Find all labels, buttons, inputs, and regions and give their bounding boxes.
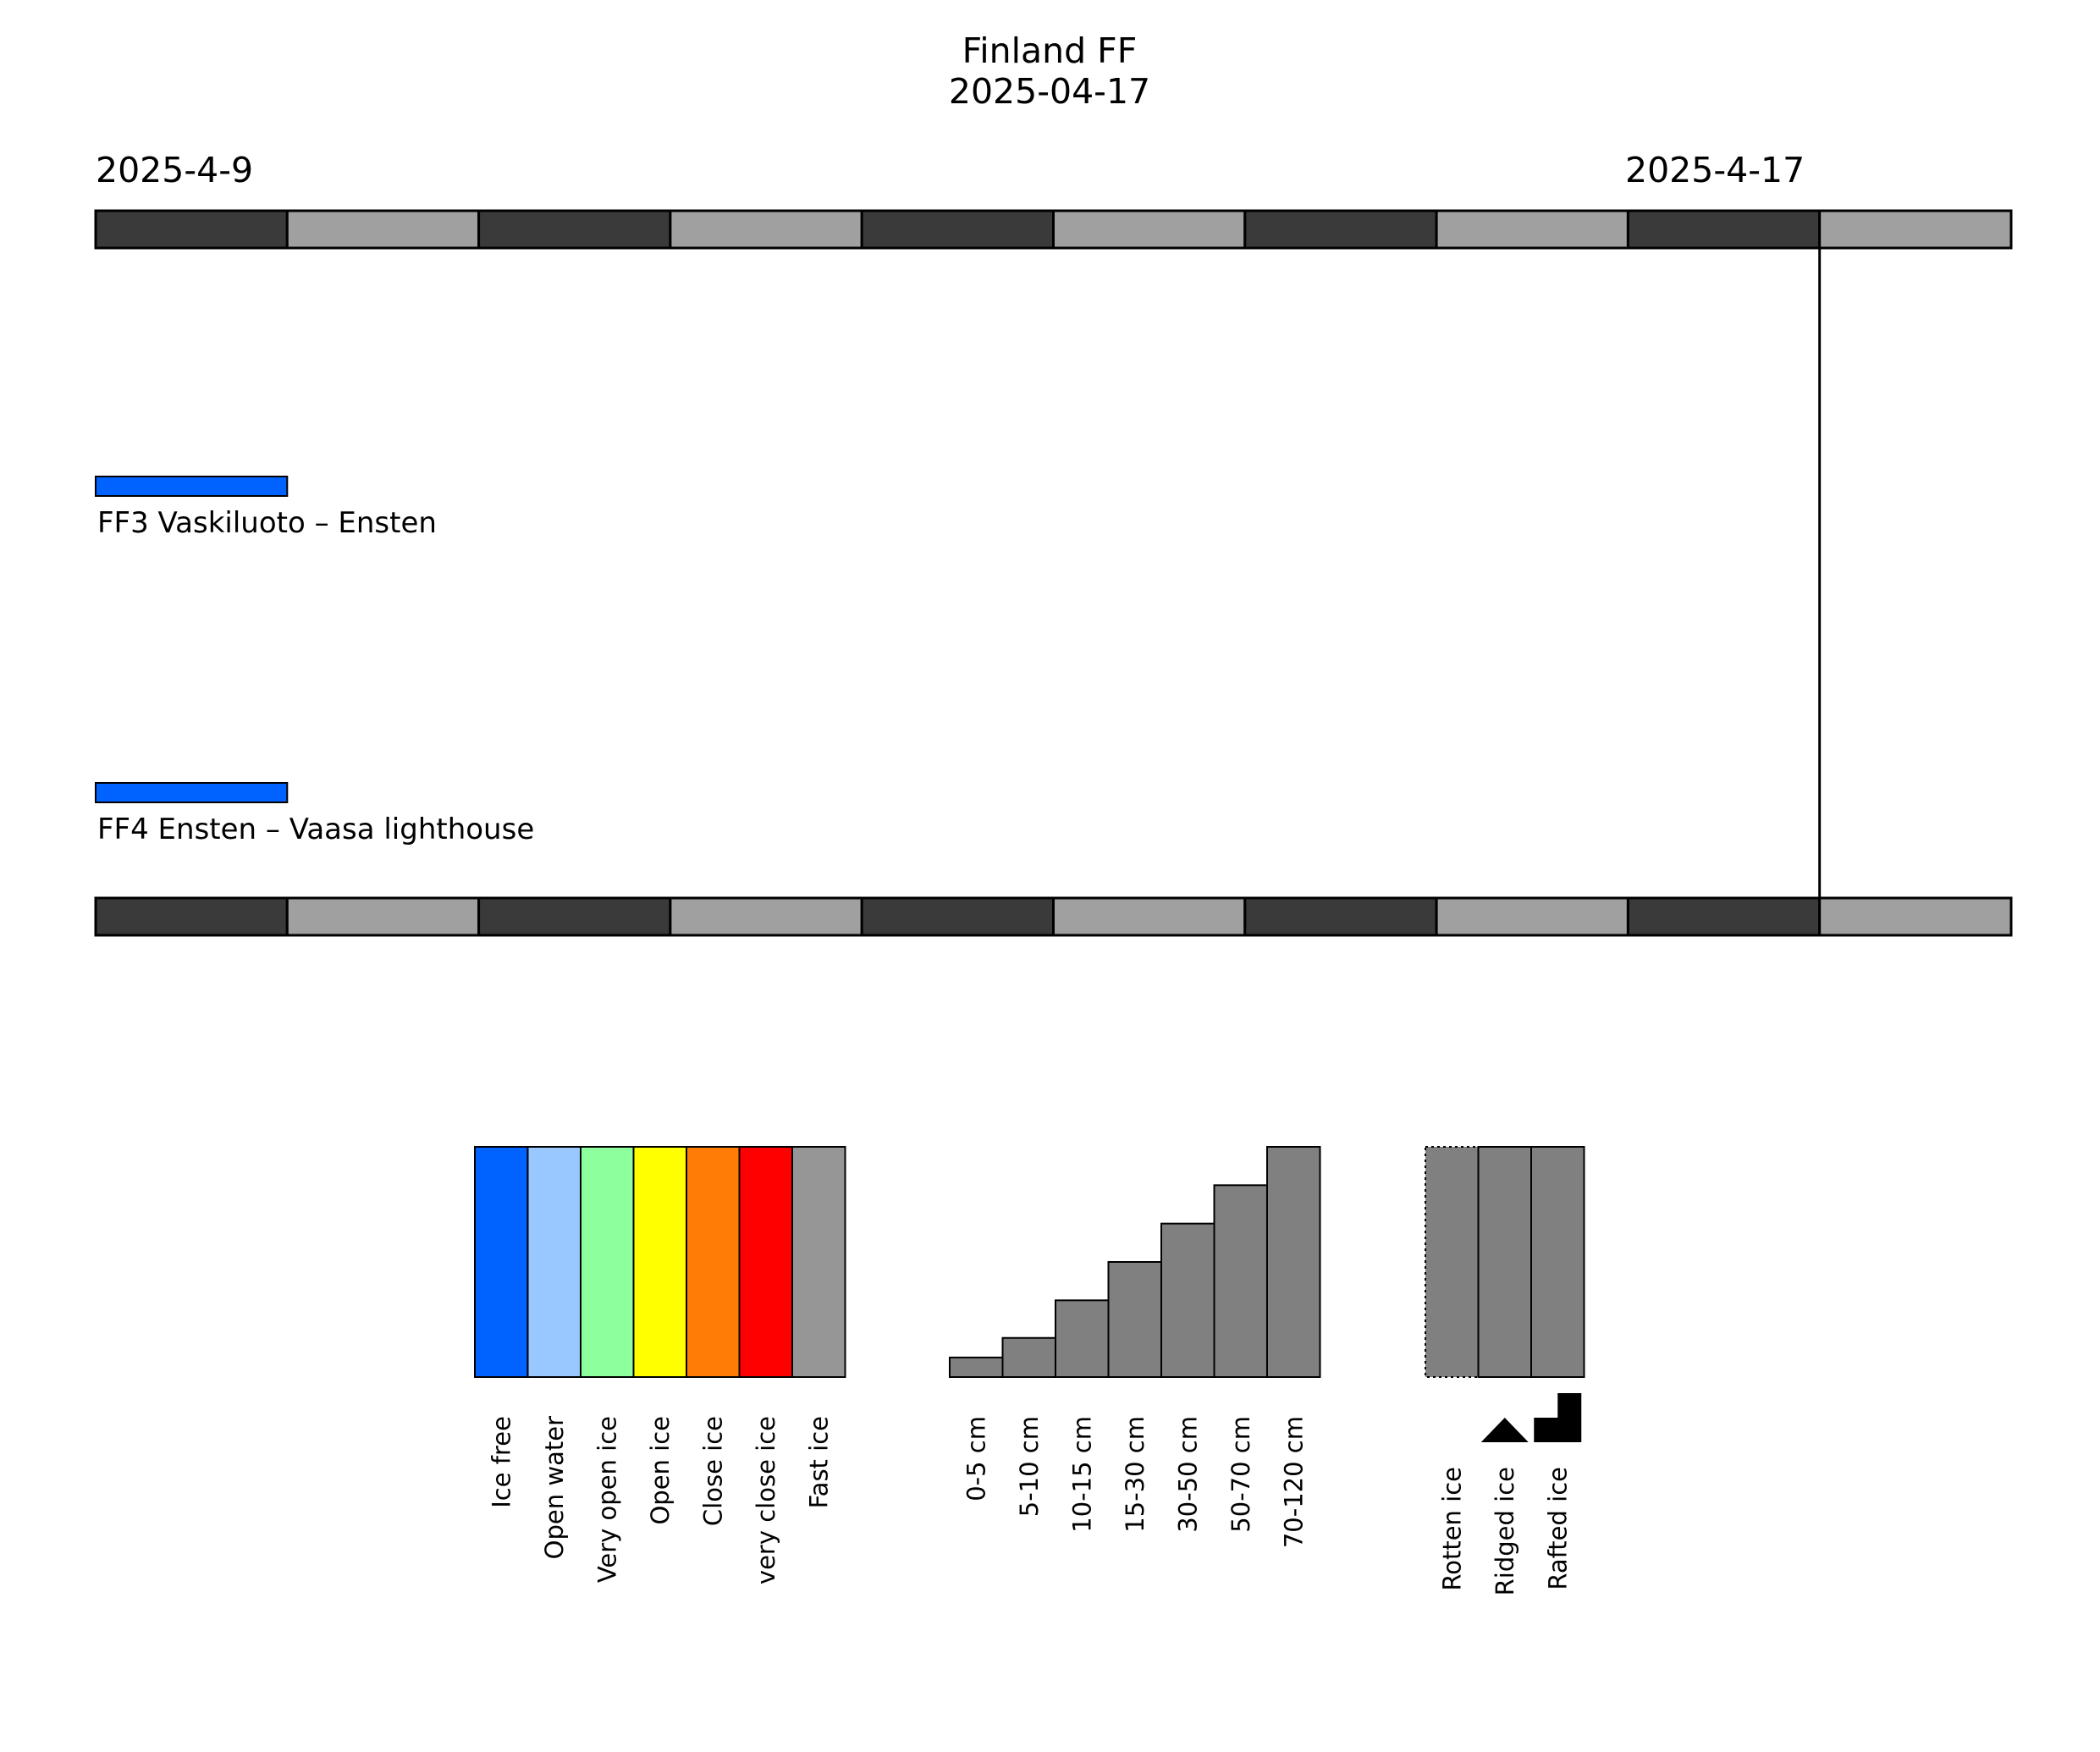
timeline-top-day-2025-04-15 [1435, 209, 1629, 250]
legend-swatch-5 [738, 1146, 793, 1378]
timeline-top-day-2025-04-16 [1626, 209, 1822, 250]
thickness-label: 5-10 cm [1015, 1416, 1044, 1517]
legend-label: Very open ice [593, 1416, 621, 1583]
thickness-label: 10-15 cm [1067, 1416, 1096, 1533]
legend-swatch-1 [526, 1146, 581, 1378]
legend-label: Ice free [487, 1416, 515, 1508]
rafted-ice-icon [1534, 1393, 1582, 1442]
thickness-bar-3 [1107, 1261, 1162, 1378]
route-label: FF4 Ensten – Vaasa lighthouse [97, 813, 534, 846]
legend-swatch-4 [686, 1146, 741, 1378]
thickness-legend: 0-5 cm 5-10 cm 10-15 cm 15-30 cm 30-50 cm 50-… [949, 1146, 1321, 1548]
timeline-top-day-2025-04-08 [94, 209, 289, 250]
legend-swatch-0 [474, 1146, 529, 1378]
legend-swatch-6 [791, 1146, 846, 1378]
timeline-top-day-2025-04-10 [477, 209, 672, 250]
legend-swatch-3 [632, 1146, 687, 1378]
route-0-segment-0 [95, 476, 289, 497]
thickness-label: 30-50 cm [1173, 1416, 1202, 1533]
route-1-segment-0 [95, 782, 289, 803]
timeline-bottom-day-2025-04-15 [1435, 896, 1629, 937]
thickness-bar-2 [1055, 1299, 1110, 1379]
legend-label: Open ice [646, 1416, 675, 1525]
timeline-bottom-day-2025-04-11 [669, 896, 863, 937]
timeline-top-day-2025-04-12 [860, 209, 1056, 250]
timeline-bottom-day-2025-04-16 [1626, 896, 1822, 937]
timeline-bottom-day-2025-04-10 [477, 896, 672, 937]
thickness-bar-4 [1160, 1222, 1215, 1378]
timeline-bottom-day-2025-04-13 [1052, 896, 1247, 937]
thickness-bar-1 [1001, 1336, 1056, 1379]
thickness-label: 0-5 cm [962, 1416, 990, 1501]
ice-type-swatch-0 [1425, 1146, 1480, 1378]
thickness-bar-5 [1213, 1184, 1268, 1379]
timeline-bottom-day-2025-04-12 [860, 896, 1056, 937]
timeline-bottom-day-2025-04-14 [1243, 896, 1438, 937]
route-label: FF3 Vaskiluoto – Ensten [97, 506, 437, 540]
ice-type-label: Rafted ice [1543, 1467, 1572, 1590]
chart-title: Finland FF [962, 30, 1138, 71]
ice-type-label: Rotten ice [1437, 1467, 1466, 1591]
end-date-label: 2025-4-17 [1625, 150, 1805, 190]
timeline-top-day-2025-04-14 [1243, 209, 1438, 250]
thickness-label: 15-30 cm [1121, 1416, 1149, 1533]
chart-subtitle: 2025-04-17 [949, 71, 1150, 112]
ice-type-legend: Rotten ice Ridged ice Rafted ice [1425, 1146, 1585, 1595]
legend-swatch-2 [580, 1146, 635, 1378]
concentration-legend: Ice free Open water Very open ice Open ice C… [474, 1146, 846, 1584]
legend-label: Close ice [698, 1416, 727, 1526]
timeline-top-day-2025-04-09 [285, 209, 481, 250]
timeline-top-day-2025-04-17 [1818, 209, 2013, 250]
start-date-label: 2025-4-9 [96, 150, 253, 190]
timeline-bottom-day-2025-04-08 [94, 896, 289, 937]
timeline-top [94, 209, 2013, 250]
thickness-bar-6 [1266, 1146, 1321, 1378]
timeline-bottom-day-2025-04-09 [285, 896, 481, 937]
thickness-label: 70-120 cm [1279, 1416, 1308, 1548]
legend-label: very close ice [752, 1416, 780, 1584]
timeline-bottom-day-2025-04-17 [1818, 896, 2013, 937]
legend-label: Fast ice [804, 1416, 833, 1508]
legend-label: Open water [540, 1416, 569, 1559]
ice-type-swatch-2 [1530, 1146, 1585, 1378]
route-rows: FF3 Vaskiluoto – Ensten FF4 Ensten – Vaas… [95, 476, 534, 846]
timeline-top-day-2025-04-11 [669, 209, 863, 250]
ridged-ice-icon [1480, 1418, 1529, 1442]
timeline-bottom [94, 896, 2013, 937]
timeline-top-day-2025-04-13 [1052, 209, 1247, 250]
thickness-bar-0 [949, 1356, 1004, 1379]
ice-type-label: Ridged ice [1491, 1467, 1519, 1595]
thickness-label: 50-70 cm [1226, 1416, 1255, 1533]
ice-type-swatch-1 [1477, 1146, 1532, 1378]
